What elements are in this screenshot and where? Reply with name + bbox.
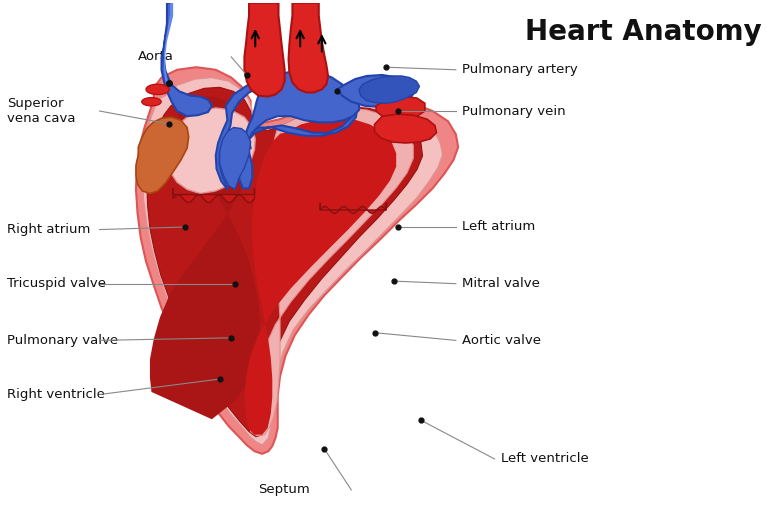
Polygon shape (136, 117, 189, 193)
Polygon shape (161, 3, 212, 116)
Polygon shape (376, 96, 425, 119)
Polygon shape (147, 88, 423, 437)
Polygon shape (220, 128, 250, 189)
Polygon shape (244, 118, 396, 435)
Text: Left ventricle: Left ventricle (501, 452, 588, 465)
Polygon shape (359, 76, 420, 103)
Text: Left atrium: Left atrium (462, 220, 535, 233)
Polygon shape (246, 71, 359, 148)
Polygon shape (164, 3, 173, 86)
Polygon shape (150, 96, 260, 419)
Text: Tricuspid valve: Tricuspid valve (7, 277, 105, 290)
Text: Right ventricle: Right ventricle (7, 388, 105, 401)
Text: Mitral valve: Mitral valve (462, 277, 540, 290)
Polygon shape (374, 114, 437, 143)
Polygon shape (337, 75, 415, 107)
Text: Heart Anatomy: Heart Anatomy (525, 18, 762, 46)
Text: Aorta: Aorta (138, 51, 174, 64)
Polygon shape (216, 75, 357, 189)
Polygon shape (244, 3, 285, 96)
Text: Aortic valve: Aortic valve (462, 334, 541, 347)
Polygon shape (167, 108, 255, 193)
Text: Right atrium: Right atrium (7, 223, 90, 236)
Text: Pulmonary valve: Pulmonary valve (7, 334, 118, 347)
Polygon shape (173, 188, 254, 203)
Polygon shape (142, 78, 443, 445)
Text: Superior
vena cava: Superior vena cava (7, 97, 75, 125)
Ellipse shape (142, 97, 161, 106)
Polygon shape (136, 67, 458, 454)
Text: Pulmonary artery: Pulmonary artery (462, 63, 578, 76)
Polygon shape (289, 3, 328, 92)
Text: Septum: Septum (258, 483, 310, 497)
Text: Pulmonary vein: Pulmonary vein (462, 105, 566, 118)
Ellipse shape (146, 84, 169, 94)
Polygon shape (321, 203, 386, 214)
Polygon shape (250, 108, 413, 436)
